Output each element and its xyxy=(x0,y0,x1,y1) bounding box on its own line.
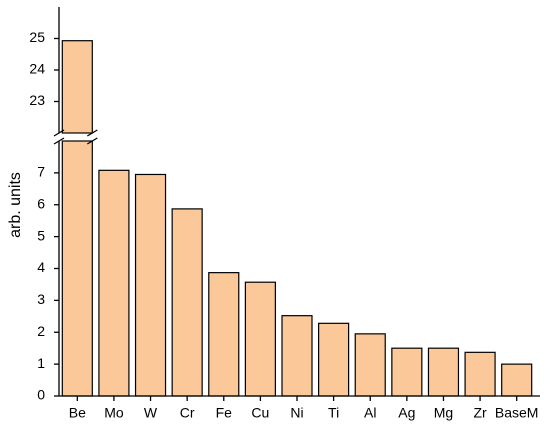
bar xyxy=(318,322,350,397)
bar xyxy=(134,173,167,397)
y-tick-label: 2 xyxy=(37,323,45,339)
bar xyxy=(61,140,93,397)
y-tick-label: 7 xyxy=(37,164,45,180)
x-tick-label: Zr xyxy=(473,405,487,421)
bar xyxy=(98,169,130,397)
x-tick-label: Ti xyxy=(328,405,339,421)
bar xyxy=(501,363,533,397)
bar xyxy=(281,315,313,397)
y-axis-label: arb. units xyxy=(7,172,24,238)
bar xyxy=(391,347,423,397)
bar xyxy=(61,40,93,134)
bar xyxy=(171,208,203,397)
x-tick-label: BaseM xyxy=(495,405,539,421)
x-tick-label: Mo xyxy=(104,405,124,421)
y-tick-label: 4 xyxy=(37,259,45,275)
bar xyxy=(427,347,460,397)
axis-break xyxy=(53,129,65,137)
y-tick-label: 6 xyxy=(37,195,45,211)
x-tick-label: Be xyxy=(69,405,86,421)
x-tick-label: Al xyxy=(364,405,376,421)
y-tick-label: 25 xyxy=(29,29,45,45)
bar xyxy=(354,333,386,397)
x-tick-label: W xyxy=(144,405,158,421)
y-tick-label: 23 xyxy=(29,92,45,108)
x-tick-label: Mg xyxy=(434,405,453,421)
y-tick-label: 3 xyxy=(37,291,45,307)
bar xyxy=(244,281,276,397)
y-tick-label: 24 xyxy=(29,61,45,77)
y-tick-label: 0 xyxy=(37,387,45,403)
y-tick-label: 5 xyxy=(37,227,45,243)
x-tick-label: Cr xyxy=(180,405,195,421)
bar xyxy=(464,351,496,397)
axis-break xyxy=(53,137,65,145)
bar xyxy=(208,272,240,397)
x-tick-label: Fe xyxy=(216,405,233,421)
y-tick-label: 1 xyxy=(37,355,45,371)
axis-break xyxy=(86,129,98,137)
axis-break xyxy=(86,137,98,145)
x-tick-label: Ag xyxy=(398,405,415,421)
x-tick-label: Ni xyxy=(290,405,303,421)
x-tick-label: Cu xyxy=(251,405,269,421)
